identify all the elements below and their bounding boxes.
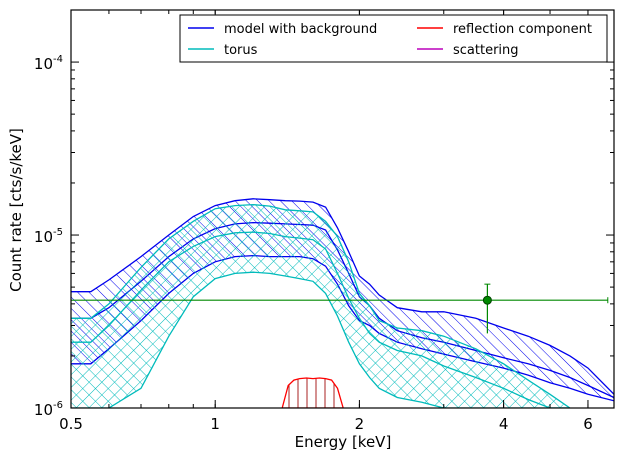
- y-tick-label-base: 10: [34, 55, 53, 73]
- x-tick-label: 1: [210, 415, 220, 433]
- torus-upper-line: [71, 203, 571, 408]
- model-with-background-upper-line: [71, 198, 614, 395]
- reflection-component-upper-line: [281, 377, 344, 408]
- x-tick-label: 4: [499, 415, 509, 433]
- x-tick-label: 0.5: [59, 415, 83, 433]
- y-axis-label: Count rate [cts/s/keV]: [7, 128, 25, 292]
- y-tick-label-exponent: -5: [53, 227, 63, 238]
- legend-frame: [179, 14, 608, 63]
- legend-label-torus: torus: [224, 43, 258, 58]
- legend-label-scattering: scattering: [453, 43, 519, 58]
- x-tick-label: 2: [355, 415, 365, 433]
- y-tick-label-exponent: -6: [53, 400, 63, 411]
- torus-lower-line: [71, 271, 570, 408]
- plot-area: [71, 198, 614, 408]
- axis-ticks: [70, 9, 614, 409]
- y-tick-label-exponent: -4: [53, 54, 63, 65]
- x-tick-label: 6: [583, 415, 593, 433]
- data-point: [71, 283, 609, 334]
- reflection-component-band-fill: [282, 378, 344, 408]
- y-tick-label-base: 10: [34, 401, 53, 419]
- torus-mid-line: [71, 231, 570, 408]
- legend-label-reflection-component: reflection component: [453, 22, 592, 37]
- y-tick-label-base: 10: [34, 228, 53, 246]
- y-tick-label: 10-6: [34, 400, 63, 419]
- data-point-marker: [482, 295, 492, 305]
- y-tick-label: 10-5: [34, 227, 63, 246]
- x-axis-label: Energy [keV]: [295, 433, 392, 451]
- y-tick-label: 10-4: [34, 54, 63, 73]
- tick-labels: 0.5 1 2 4 610-610-510-4: [34, 54, 593, 433]
- torus-band-fill: [71, 204, 570, 408]
- legend-label-model-with-background: model with background: [224, 22, 377, 37]
- plot-frame: [70, 9, 615, 409]
- legend: model with background torus reflection com…: [179, 14, 608, 63]
